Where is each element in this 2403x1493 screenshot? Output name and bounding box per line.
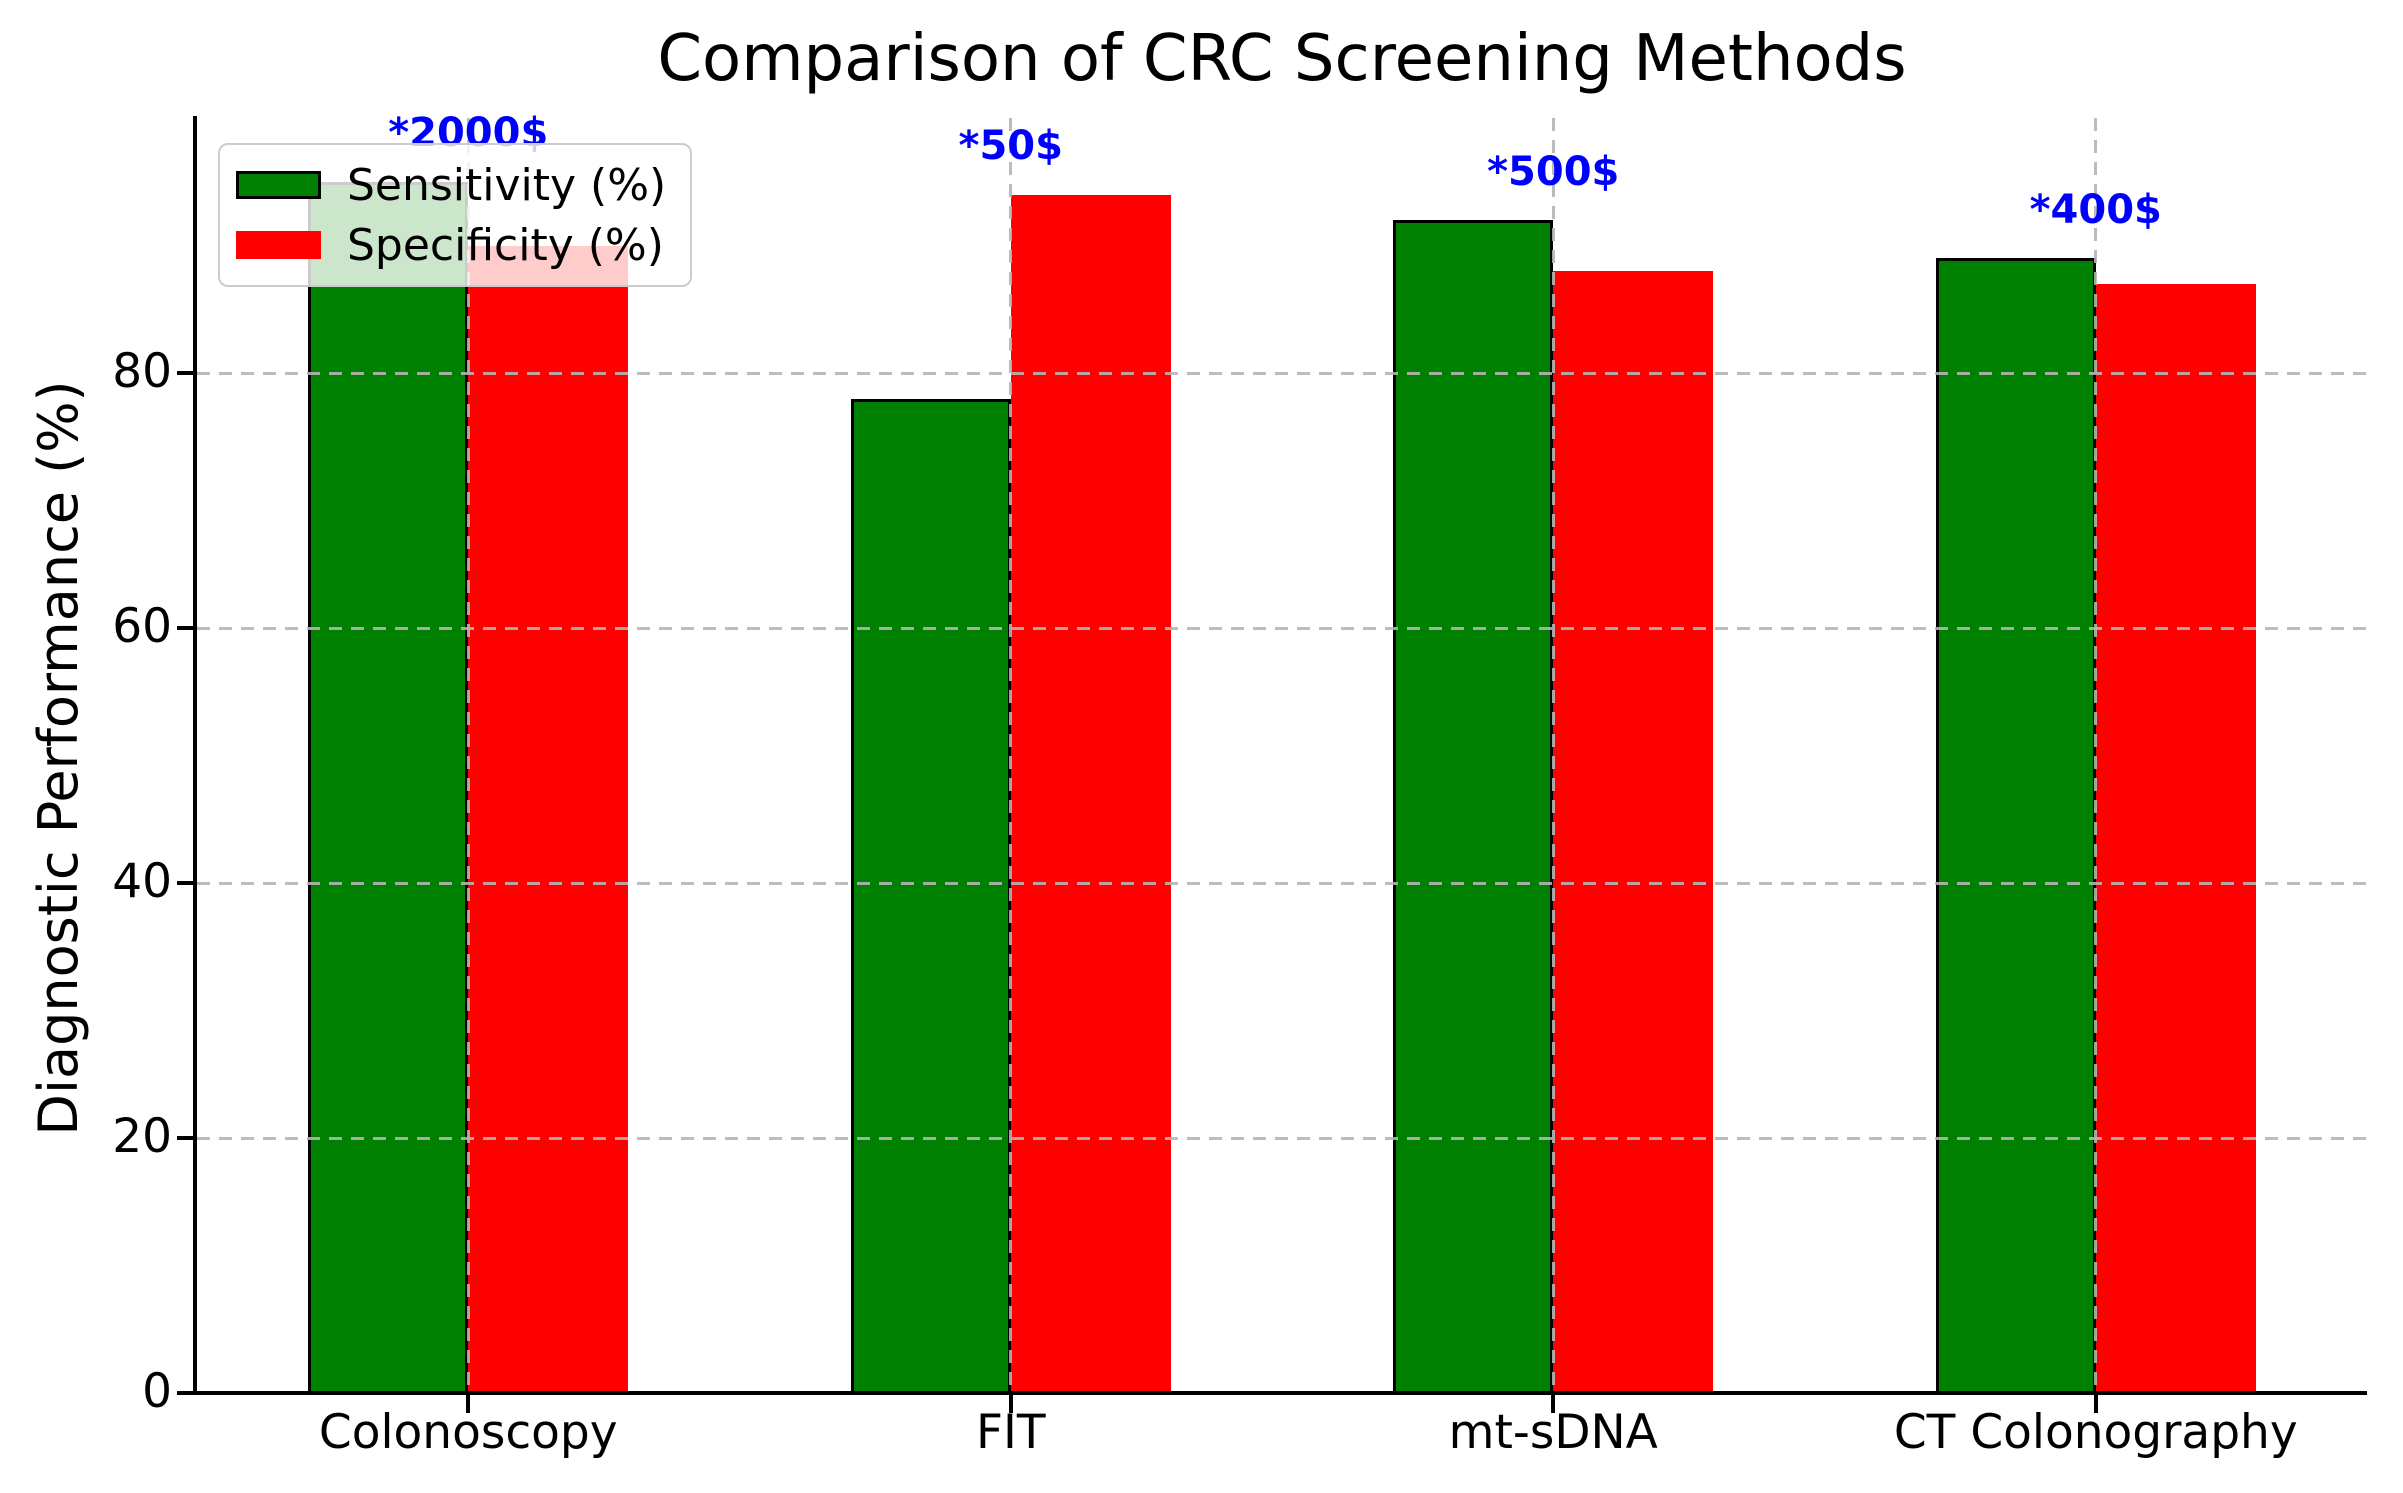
sensitivity-swatch-icon <box>236 171 321 199</box>
x-axis-spine <box>193 1391 2367 1395</box>
bar-mt-sdna-sensitivity <box>1393 220 1554 1393</box>
v-gridline-mt-sdna <box>1551 118 1555 1393</box>
specificity-swatch-icon <box>236 231 321 259</box>
cost-annotation-fit: *50$ <box>958 123 1063 169</box>
bar-mt-sdna-specificity <box>1553 271 1714 1393</box>
y-axis-label: Diagnostic Performance (%) <box>27 380 90 1136</box>
y-tick-label-60: 60 <box>112 599 172 654</box>
bar-ct-colonography-specificity <box>2095 283 2256 1393</box>
bar-ct-colonography-sensitivity <box>1935 258 2096 1393</box>
h-gridline-60 <box>197 626 2367 630</box>
x-tick-colonoscopy <box>466 1395 471 1413</box>
x-tick-label-fit: FIT <box>975 1405 1046 1460</box>
x-tick-fit <box>1008 1395 1013 1413</box>
x-tick-label-mt-sdna: mt-sDNA <box>1448 1405 1658 1460</box>
x-tick-ct-colonography <box>2093 1395 2098 1413</box>
legend: Sensitivity (%) Specificity (%) <box>218 143 693 287</box>
legend-label-specificity: Specificity (%) <box>347 219 664 271</box>
legend-label-sensitivity: Sensitivity (%) <box>347 159 667 211</box>
h-gridline-40 <box>197 881 2367 885</box>
y-tick-label-0: 0 <box>142 1364 172 1419</box>
bar-colonoscopy-sensitivity <box>308 181 469 1393</box>
bar-colonoscopy-specificity <box>468 245 629 1393</box>
x-tick-label-ct-colonography: CT Colonography <box>1893 1405 2298 1460</box>
legend-row-sensitivity: Sensitivity (%) <box>236 155 666 215</box>
y-tick-label-40: 40 <box>112 854 172 909</box>
cost-annotation-mt-sdna: *500$ <box>1487 148 1620 195</box>
bar-fit-sensitivity <box>850 398 1011 1393</box>
v-gridline-fit <box>1009 118 1013 1393</box>
y-axis-spine <box>193 116 197 1395</box>
y-tick-0 <box>177 1391 197 1395</box>
y-tick-80 <box>177 371 197 375</box>
y-tick-label-20: 20 <box>112 1109 172 1164</box>
x-tick-mt-sdna <box>1551 1395 1556 1413</box>
h-gridline-20 <box>197 1136 2367 1140</box>
v-gridline-colonoscopy <box>466 118 470 1393</box>
v-gridline-ct-colonography <box>2094 118 2098 1393</box>
y-tick-60 <box>177 626 197 630</box>
x-tick-label-colonoscopy: Colonoscopy <box>318 1405 618 1460</box>
chart-title: Comparison of CRC Screening Methods <box>657 22 1907 96</box>
y-tick-label-80: 80 <box>112 344 172 399</box>
y-tick-20 <box>177 1136 197 1140</box>
bar-fit-specificity <box>1010 194 1171 1393</box>
h-gridline-80 <box>197 371 2367 375</box>
cost-annotation-ct-colonography: *400$ <box>2029 186 2162 233</box>
legend-row-specificity: Specificity (%) <box>236 215 666 275</box>
y-tick-40 <box>177 881 197 885</box>
